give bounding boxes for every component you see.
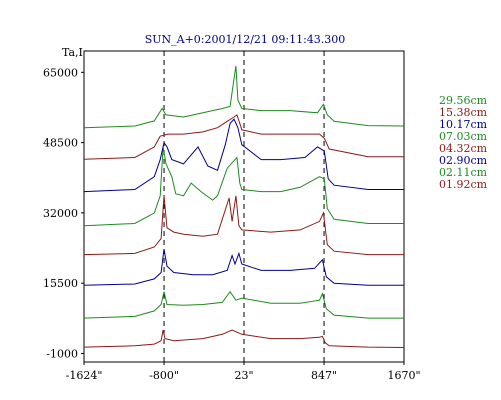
x-axis-ticks: -1624" -800" 23" 847" 1670" (66, 362, 421, 382)
y-tick-label: 48500 (43, 137, 78, 150)
dashed-lines (163, 51, 325, 362)
y-tick-label: -1000 (46, 347, 78, 360)
y-tick-label: 15500 (43, 277, 78, 290)
legend-item: 02.90cm (439, 154, 488, 167)
x-tick-label: 847" (311, 369, 337, 382)
legend-item: 29.56cm (439, 94, 488, 107)
series-line-15-38cm (83, 114, 404, 160)
series-line-02-11cm (83, 290, 404, 319)
x-tick-label: -800" (149, 369, 179, 382)
x-tick-label: 1670" (387, 369, 420, 382)
series-line-29-56cm (83, 65, 405, 129)
legend-item: 15.38cm (439, 106, 488, 119)
series-line-07-03cm (83, 146, 404, 227)
series-line-01-92cm (83, 329, 405, 348)
series-line-10-17cm (83, 118, 404, 193)
chart-title: SUN_A+0:2001/12/21 09:11:43.300 (145, 33, 346, 46)
y-axis-label: Ta,I (62, 46, 83, 59)
legend: 29.56cm15.38cm10.17cm07.03cm04.32cm02.90… (439, 94, 488, 191)
legend-item: 04.32cm (439, 142, 488, 155)
y-tick-label: 65000 (43, 66, 78, 79)
series-line-04-32cm (83, 195, 404, 256)
legend-item: 01.92cm (439, 178, 488, 191)
x-tick-label: -1624" (66, 369, 103, 382)
series-line-02-90cm (83, 249, 404, 286)
x-tick-label: 23" (234, 369, 253, 382)
series-group (83, 65, 405, 348)
legend-item: 10.17cm (439, 118, 488, 131)
legend-item: 07.03cm (439, 130, 488, 143)
legend-item: 02.11cm (439, 166, 488, 179)
y-axis-ticks: 65000 48500 32000 15500 -1000 (43, 66, 84, 360)
y-tick-label: 32000 (43, 207, 78, 220)
